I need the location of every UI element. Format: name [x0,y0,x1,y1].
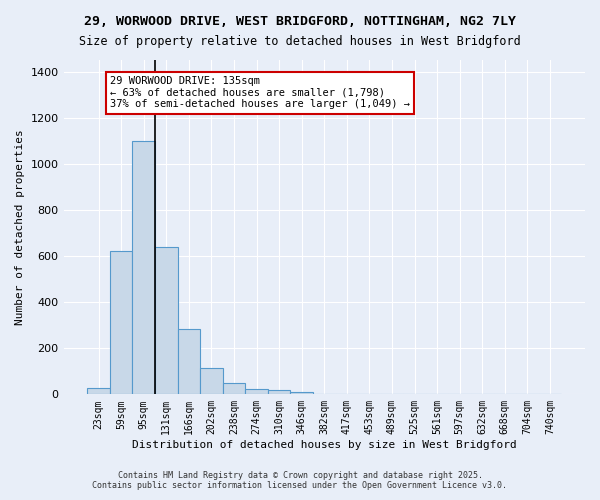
Bar [245,390,268,394]
Bar [223,384,245,394]
Bar [268,390,290,394]
Bar [87,388,110,394]
Text: 29, WORWOOD DRIVE, WEST BRIDGFORD, NOTTINGHAM, NG2 7LY: 29, WORWOOD DRIVE, WEST BRIDGFORD, NOTTI… [84,15,516,28]
Bar [290,392,313,394]
X-axis label: Distribution of detached houses by size in West Bridgford: Distribution of detached houses by size … [132,440,517,450]
Y-axis label: Number of detached properties: Number of detached properties [15,130,25,325]
Bar [155,247,178,394]
Text: Size of property relative to detached houses in West Bridgford: Size of property relative to detached ho… [79,35,521,48]
Bar [133,140,155,394]
Text: Contains HM Land Registry data © Crown copyright and database right 2025.
Contai: Contains HM Land Registry data © Crown c… [92,470,508,490]
Text: 29 WORWOOD DRIVE: 135sqm
← 63% of detached houses are smaller (1,798)
37% of sem: 29 WORWOOD DRIVE: 135sqm ← 63% of detach… [110,76,410,110]
Bar [200,368,223,394]
Bar [178,328,200,394]
Bar [110,252,133,394]
